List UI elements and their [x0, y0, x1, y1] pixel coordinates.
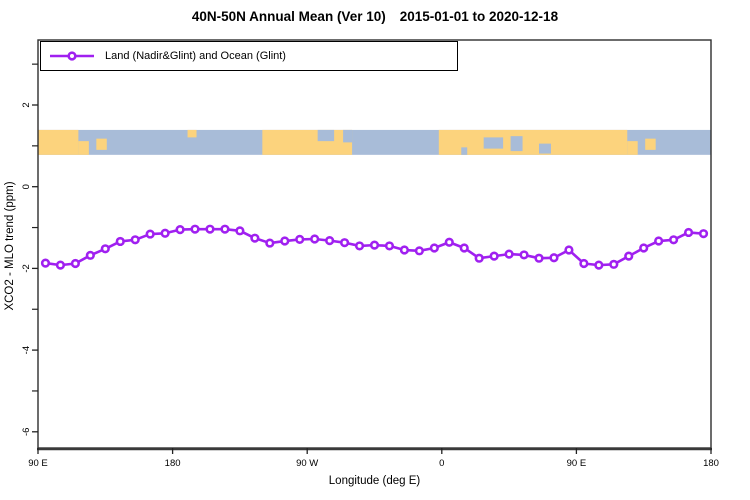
data-point: [669, 235, 679, 245]
map-ocean-patch: [539, 143, 551, 154]
map-land-patch: [627, 141, 638, 155]
x-tick-label: 90 W: [296, 458, 318, 469]
map-land-segment: [438, 129, 628, 155]
data-point: [654, 236, 664, 246]
x-tick-label: 180: [703, 458, 719, 469]
data-point: [145, 229, 155, 239]
legend-marker-icon: [50, 51, 94, 61]
data-point: [399, 245, 410, 255]
data-point: [639, 243, 649, 253]
data-point: [295, 234, 305, 244]
data-point: [40, 258, 51, 268]
data-point: [130, 235, 140, 245]
map-land-patch: [187, 129, 197, 138]
map-ocean-patch: [461, 147, 468, 155]
data-point: [624, 251, 634, 261]
data-point: [474, 253, 484, 263]
data-point: [310, 234, 320, 244]
x-tick-label: 90 E: [28, 458, 48, 469]
data-point: [444, 237, 454, 247]
data-point: [339, 238, 350, 248]
data-point: [489, 251, 499, 261]
x-tick-label: 90 E: [567, 458, 587, 469]
data-point: [115, 236, 125, 247]
data-point: [85, 250, 95, 260]
map-land-segment: [38, 129, 79, 155]
data-point: [459, 243, 469, 253]
data-point: [70, 258, 80, 269]
data-point: [235, 226, 245, 236]
data-point: [250, 233, 260, 243]
map-land-segment: [262, 129, 353, 155]
data-point: [429, 243, 439, 253]
y-tick-label: 0: [21, 184, 32, 189]
map-land-patch: [78, 141, 89, 155]
data-point: [220, 224, 230, 234]
legend-label: Land (Nadir&Glint) and Ocean (Glint): [105, 50, 286, 62]
data-point: [354, 241, 365, 251]
data-point: [534, 253, 544, 263]
data-point: [549, 253, 559, 263]
data-point: [609, 259, 619, 269]
data-point: [265, 238, 275, 248]
map-ocean-patch: [317, 129, 335, 142]
chart-title-main: 40N-50N Annual Mean (Ver 10): [191, 9, 386, 24]
data-point: [280, 236, 290, 246]
data-point: [683, 227, 694, 238]
data-point: [384, 241, 395, 251]
chart-title: 40N-50N Annual Mean (Ver 10) 2015-01-01 t…: [0, 9, 750, 24]
data-point: [579, 258, 589, 269]
legend-circle-icon: [67, 51, 77, 61]
x-tick-label: 0: [439, 458, 444, 469]
x-tick-label: 180: [165, 458, 181, 469]
map-ocean-patch: [343, 129, 353, 143]
y-tick-label: -6: [21, 428, 32, 436]
data-point: [594, 260, 604, 270]
data-point: [190, 224, 200, 234]
y-tick-label: 2: [21, 102, 32, 107]
map-land-patch: [96, 138, 107, 150]
map-land-patch: [645, 138, 656, 150]
map-ocean-patch: [483, 137, 504, 149]
chart-title-daterange: 2015-01-01 to 2020-12-18: [399, 9, 559, 24]
data-point: [325, 236, 335, 246]
data-point: [519, 250, 529, 260]
data-point: [175, 224, 185, 235]
data-point: [504, 249, 514, 259]
data-point: [160, 228, 170, 238]
x-axis-label: Longitude (deg E): [328, 475, 421, 487]
data-point: [369, 240, 380, 250]
y-tick-label: -2: [21, 264, 32, 272]
data-point: [564, 245, 574, 255]
data-point: [698, 229, 709, 239]
data-point: [414, 246, 424, 256]
legend: Land (Nadir&Glint) and Ocean (Glint): [40, 41, 458, 71]
map-ocean-patch: [510, 136, 523, 152]
y-tick-label: -4: [21, 346, 32, 354]
data-point: [100, 244, 110, 254]
data-point: [55, 260, 66, 270]
data-point: [205, 224, 215, 234]
